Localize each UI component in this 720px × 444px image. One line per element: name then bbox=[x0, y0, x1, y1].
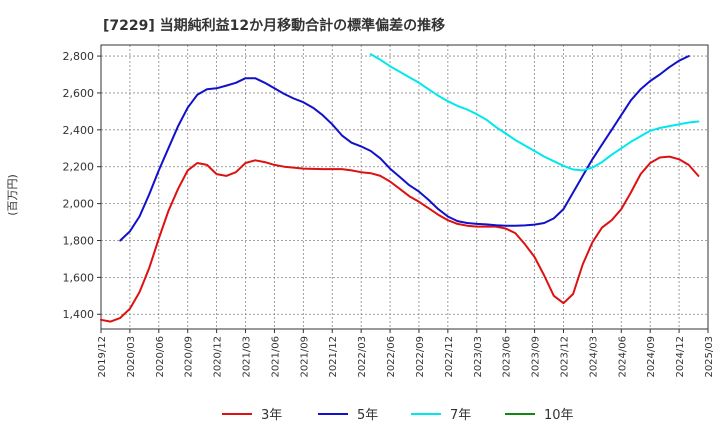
x-tick-label: 2021/12 bbox=[328, 336, 339, 378]
x-tick-label: 2024/03 bbox=[588, 336, 599, 378]
y-tick-label: 1,600 bbox=[63, 271, 95, 284]
x-tick-label: 2024/06 bbox=[617, 336, 628, 378]
x-tick-label: 2023/03 bbox=[473, 336, 484, 378]
y-tick-label: 2,400 bbox=[63, 124, 95, 137]
x-tick-label: 2022/03 bbox=[357, 336, 368, 378]
grid-layer bbox=[100, 45, 709, 329]
legend-label: 10年 bbox=[544, 408, 574, 423]
x-tick-label: 2020/12 bbox=[213, 336, 224, 378]
y-tick-label: 2,200 bbox=[63, 161, 95, 174]
plot-area-frame bbox=[100, 44, 709, 330]
x-tick-label: 2020/09 bbox=[184, 336, 195, 378]
series-line bbox=[369, 53, 700, 172]
y-tick-label: 2,800 bbox=[63, 50, 95, 63]
legend-label: 5年 bbox=[357, 408, 378, 423]
x-tick-label: 2022/09 bbox=[415, 336, 426, 378]
legend: 3年 5年 7年 10年 bbox=[222, 408, 574, 423]
x-tick-label: 2019/12 bbox=[97, 336, 108, 378]
x-tick-label: 2023/06 bbox=[502, 336, 513, 378]
x-tick-label: 2020/03 bbox=[126, 336, 137, 378]
y-tick-label: 1,400 bbox=[63, 308, 95, 321]
x-axis-ticks: 2019/12 2020/03 2020/06 2020/09 2020/12 2021/… bbox=[97, 329, 715, 378]
x-tick-label: 2022/06 bbox=[386, 336, 397, 378]
legend-label: 7年 bbox=[450, 408, 471, 423]
y-tick-label: 1,800 bbox=[63, 234, 95, 247]
x-tick-label: 2023/09 bbox=[531, 336, 542, 378]
series-line bbox=[119, 55, 690, 242]
x-tick-label: 2021/03 bbox=[242, 336, 253, 378]
x-tick-label: 2023/12 bbox=[559, 336, 570, 378]
x-tick-label: 2021/06 bbox=[270, 336, 281, 378]
y-tick-label: 2,600 bbox=[63, 87, 95, 100]
x-tick-label: 2024/12 bbox=[675, 336, 686, 378]
y-tick-label: 2,000 bbox=[63, 198, 95, 211]
x-tick-label: 2025/03 bbox=[704, 336, 715, 378]
series-line bbox=[100, 155, 700, 323]
series-layer bbox=[100, 53, 700, 323]
legend-label: 3年 bbox=[261, 408, 282, 423]
x-tick-label: 2022/12 bbox=[444, 336, 455, 378]
x-tick-label: 2024/09 bbox=[646, 336, 657, 378]
y-axis-label: (百万円) bbox=[6, 174, 19, 216]
y-axis-ticks: 1,400 1,600 1,800 2,000 2,200 2,400 2,600 2,800 bbox=[63, 50, 101, 321]
chart-title: [7229] 当期純利益12か月移動合計の標準偏差の推移 bbox=[103, 17, 445, 34]
x-tick-label: 2020/06 bbox=[155, 336, 166, 378]
x-tick-label: 2021/09 bbox=[299, 336, 310, 378]
